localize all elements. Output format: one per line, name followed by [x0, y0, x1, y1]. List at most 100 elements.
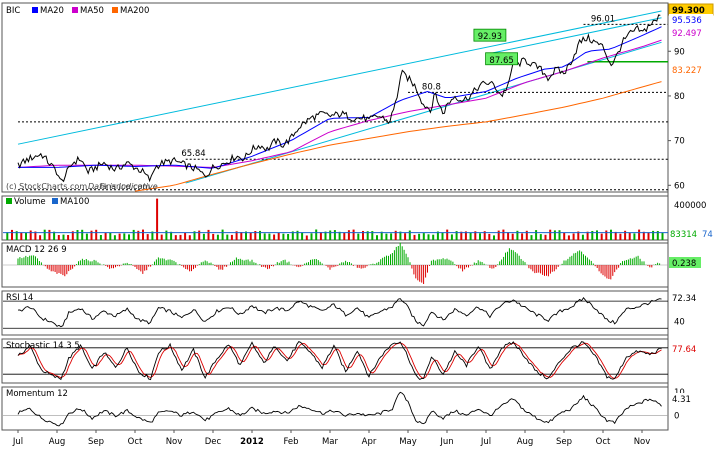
volume-bar: [85, 233, 88, 240]
volume-bar: [123, 233, 126, 240]
volume-bar: [591, 231, 594, 240]
price-y-tick-label: 90: [674, 47, 685, 57]
volume-bar: [43, 229, 46, 240]
volume-bar: [118, 233, 121, 240]
trend-channel-line: [17, 10, 662, 145]
volume-bar: [301, 232, 304, 240]
x-tick-label: Mar: [322, 437, 339, 447]
x-tick-label: Nov: [166, 437, 183, 447]
volume-bar: [647, 232, 650, 240]
volume-bar: [544, 234, 547, 240]
volume-bar: [235, 231, 238, 240]
volume-bar: [502, 229, 505, 240]
volume-bar: [132, 229, 135, 240]
volume-bar: [385, 233, 388, 240]
rsi-value-label-box: [669, 292, 701, 303]
volume-bar: [469, 233, 472, 240]
series-line-ma20: [18, 26, 662, 169]
volume-bar: [642, 231, 645, 240]
volume-bar: [62, 234, 65, 240]
volume-bar: [240, 232, 243, 240]
volume-bar: [48, 229, 51, 240]
volume-bar: [380, 231, 383, 240]
price-y-tick-label: 60: [674, 181, 685, 191]
volume-bar: [549, 229, 552, 240]
volume-bar: [436, 231, 439, 240]
volume-bar: [71, 231, 74, 240]
volume-bar: [399, 231, 402, 240]
watermark: (c) StockCharts.com ... Finance.com: [6, 182, 150, 191]
volume-bar: [156, 198, 159, 240]
price-y-tick-label: 80: [674, 92, 685, 102]
price-annotation: 96.01: [591, 14, 615, 24]
momentum-value-label-box: [669, 393, 697, 404]
volume-bar: [483, 231, 486, 240]
volume-bar: [474, 231, 477, 240]
volume-bar: [507, 232, 510, 240]
stochastic-d-line: [17, 342, 662, 379]
volume-bar: [553, 230, 556, 240]
volume-bar: [376, 235, 378, 240]
momentum-line: [17, 391, 662, 427]
volume-bar: [390, 233, 393, 240]
x-tick-label: Jul: [480, 437, 491, 447]
volume-bar: [347, 230, 350, 240]
volume-bar: [273, 234, 276, 240]
annotation-box: [485, 52, 519, 66]
series-line-bic: [17, 14, 661, 183]
volume-bar: [226, 234, 229, 240]
stochastic-k-line: [17, 341, 662, 381]
volume-bar: [596, 230, 598, 240]
x-tick-label: Sep: [556, 437, 572, 447]
momentum-value-label: 4.31: [672, 395, 691, 405]
volume-bar: [174, 235, 177, 240]
volume-bar: [198, 230, 201, 240]
volume-bar: [142, 229, 144, 240]
volume-bar: [535, 230, 538, 240]
price-value-label: 95.536: [672, 16, 702, 26]
volume-bar: [81, 229, 84, 240]
volume-bar: [20, 232, 23, 240]
volume-bar: [652, 230, 655, 240]
x-tick-label: Jun: [439, 437, 453, 447]
volume-bar: [160, 234, 163, 240]
volume-bar: [57, 235, 60, 240]
annotation-box: [473, 28, 507, 42]
legend-label-ma100: MA100: [60, 197, 89, 207]
volume-bar: [165, 230, 168, 240]
volume-bar: [67, 235, 70, 240]
volume-bar: [432, 234, 435, 240]
volume-bar: [104, 232, 107, 240]
trend-channel-line: [489, 17, 662, 54]
volume-bar: [113, 235, 116, 240]
volume-bar: [408, 230, 411, 240]
price-annotation: 92.93: [478, 32, 502, 42]
volume-bar: [638, 229, 641, 240]
momentum-y-tick-label: 10: [674, 388, 685, 398]
x-tick-label: Aug: [517, 437, 534, 447]
volume-bar: [39, 235, 42, 240]
stochastic-value-label: 77.64: [672, 345, 696, 355]
volume-bar: [539, 234, 542, 240]
legend-label-macd: MACD 12 26 9: [6, 245, 67, 255]
price-annotation: 65.84: [181, 149, 205, 159]
price-annotation: 80.8: [422, 82, 441, 92]
rsi-y-tick-label: 40: [674, 317, 685, 327]
volume-value-label-box: [669, 229, 699, 239]
volume-bar: [497, 230, 500, 240]
volume-bar: [282, 233, 285, 240]
volume-bar: [493, 235, 495, 240]
volume-value-label: 83314: [670, 230, 697, 240]
volume-bar: [441, 232, 444, 240]
macd-value-label-box: [669, 257, 701, 268]
volume-bar: [479, 233, 481, 240]
x-tick-label: Oct: [128, 437, 143, 447]
volume-bar: [446, 229, 449, 240]
volume-bar: [558, 230, 561, 240]
volume-bar: [216, 234, 219, 240]
x-tick-label: Dec: [205, 437, 222, 447]
legend-label-rsi: RSI 14: [6, 293, 33, 303]
legend-label-ma200: MA200: [120, 6, 149, 16]
volume-bar: [563, 232, 566, 240]
